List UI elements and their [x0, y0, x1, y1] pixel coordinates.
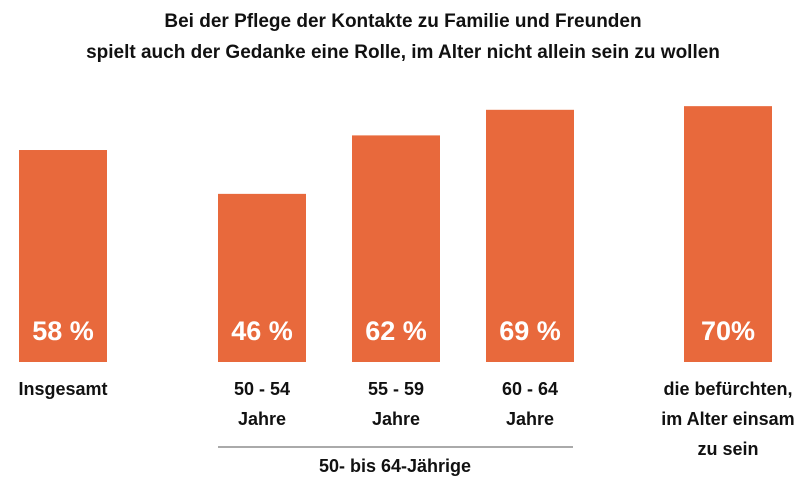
value-label: 58 % — [32, 316, 94, 346]
x-tick-label: Insgesamt — [18, 379, 107, 399]
group-label: 50- bis 64-Jährige — [319, 456, 471, 476]
x-tick-label: 50 - 54 — [234, 379, 290, 399]
x-tick-label: zu sein — [697, 439, 758, 459]
x-tick-label: die befürchten, — [663, 379, 792, 399]
value-label: 46 % — [231, 316, 293, 346]
x-tick-label: im Alter einsam — [661, 409, 794, 429]
bar — [486, 109, 574, 363]
bar — [352, 135, 440, 362]
value-label: 62 % — [365, 316, 427, 346]
x-tick-label: Jahre — [372, 409, 420, 429]
bar — [19, 150, 107, 362]
value-label: 69 % — [499, 316, 561, 346]
x-tick-label: Jahre — [238, 409, 286, 429]
bar — [218, 193, 306, 362]
chart-title: Bei der Pflege der Kontakte zu Familie u… — [164, 11, 641, 32]
chart-title: spielt auch der Gedanke eine Rolle, im A… — [86, 42, 720, 63]
value-label: 70% — [701, 316, 755, 346]
x-tick-label: 60 - 64 — [502, 379, 558, 399]
x-tick-label: Jahre — [506, 409, 554, 429]
x-tick-label: 55 - 59 — [368, 379, 424, 399]
bar — [684, 106, 772, 363]
